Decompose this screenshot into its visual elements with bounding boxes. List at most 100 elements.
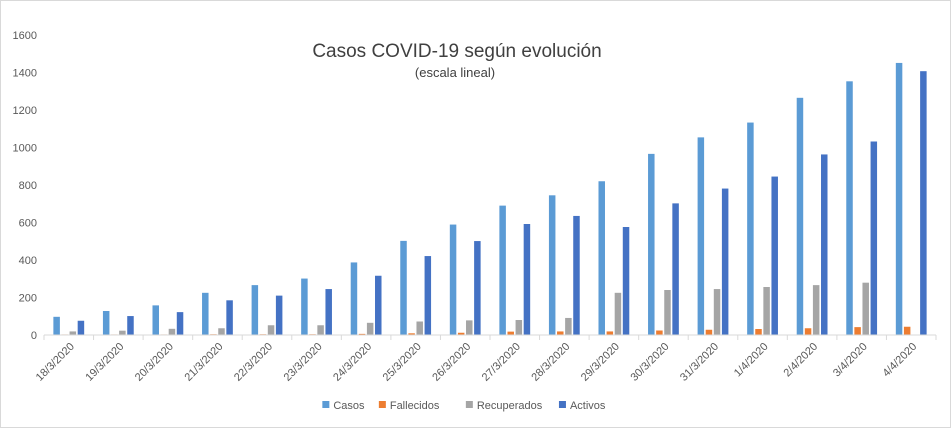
bar-activos	[127, 316, 134, 335]
x-axis: 18/3/2020 19/3/2020 20/3/2020 21/3/2020 22/3…	[34, 334, 937, 384]
bar-activos	[573, 215, 580, 335]
bar-recuperados	[614, 292, 622, 335]
chart-title: Casos COVID-19 según evolución	[312, 41, 601, 62]
bars	[53, 62, 927, 335]
x-tick-label: 29/3/2020	[579, 341, 622, 384]
y-tick-label: 600	[19, 218, 37, 230]
y-tick-label: 1200	[13, 105, 37, 117]
y-tick-label: 200	[19, 293, 37, 305]
bar-casos	[747, 122, 754, 335]
x-tick-label: 28/3/2020	[529, 341, 572, 384]
bar-casos	[400, 240, 407, 335]
legend-item-activos: Activos	[558, 400, 606, 412]
bar-casos	[251, 285, 259, 335]
x-tick-label: 2/4/2020	[781, 341, 820, 380]
bar-activos	[176, 312, 184, 335]
bar-activos	[721, 188, 729, 335]
y-tick-label: 0	[31, 330, 37, 342]
bar-fallecidos	[903, 326, 911, 335]
y-axis: 0 200 400 600 800 1000 1200 1400 1600	[13, 30, 37, 342]
legend-item-casos: Casos	[322, 400, 365, 412]
bar-activos	[523, 224, 531, 335]
legend-label: Recuperados	[477, 400, 543, 412]
bar-recuperados	[664, 290, 671, 335]
bar-recuperados	[812, 285, 820, 335]
x-tick-label: 20/3/2020	[133, 341, 176, 384]
x-tick-label: 1/4/2020	[732, 341, 771, 380]
bar-casos	[648, 153, 655, 335]
legend-label: Fallecidos	[390, 400, 440, 412]
x-tick-label: 3/4/2020	[831, 341, 870, 380]
bar-recuperados	[466, 320, 473, 335]
bar-casos	[796, 97, 804, 335]
bar-activos	[375, 275, 382, 335]
bar-activos	[325, 289, 332, 335]
legend-swatch	[465, 401, 473, 408]
bar-fallecidos	[705, 329, 713, 335]
bar-activos	[920, 71, 927, 335]
legend-swatch	[558, 401, 566, 408]
bar-activos	[870, 141, 878, 335]
bar-recuperados	[317, 325, 324, 335]
x-tick-label: 21/3/2020	[182, 341, 225, 384]
bar-casos	[202, 292, 209, 335]
legend-label: Activos	[570, 400, 606, 412]
bar-recuperados	[515, 320, 523, 335]
x-tick-label: 26/3/2020	[430, 341, 473, 384]
bar-casos	[548, 195, 556, 335]
bar-fallecidos	[557, 331, 564, 335]
bar-activos	[771, 176, 778, 335]
bar-fallecidos	[804, 328, 812, 335]
legend-item-recuperados: Recuperados	[465, 400, 543, 412]
x-tick-label: 18/3/2020	[34, 341, 77, 384]
bar-activos	[622, 227, 630, 335]
bar-recuperados	[69, 331, 77, 335]
bar-casos	[499, 205, 506, 335]
x-tick-label: 24/3/2020	[331, 341, 374, 384]
bar-fallecidos	[755, 329, 762, 335]
bar-casos	[152, 305, 159, 335]
bar-recuperados	[366, 322, 374, 335]
bar-fallecidos	[656, 330, 663, 335]
bar-casos	[449, 224, 457, 335]
bar-activos	[77, 320, 85, 335]
chart-subtitle: (escala lineal)	[415, 65, 495, 80]
bar-activos	[672, 203, 679, 335]
bar-casos	[895, 62, 903, 335]
bar-activos	[275, 295, 283, 335]
legend-label: Casos	[333, 400, 365, 412]
y-tick-label: 1000	[13, 143, 37, 155]
y-tick-label: 400	[19, 255, 37, 267]
bar-casos	[301, 278, 308, 335]
bar-activos	[226, 300, 233, 335]
bar-fallecidos	[854, 327, 861, 335]
legend-item-fallecidos: Fallecidos	[378, 400, 440, 412]
x-tick-label: 23/3/2020	[282, 341, 325, 384]
legend-swatch	[322, 401, 330, 408]
bar-casos	[697, 137, 705, 335]
bar-fallecidos	[457, 332, 465, 335]
bar-fallecidos	[408, 333, 415, 335]
legend-swatch	[378, 401, 386, 408]
x-tick-label: 27/3/2020	[480, 341, 523, 384]
bar-fallecidos	[507, 331, 514, 335]
y-tick-label: 1400	[13, 68, 37, 80]
x-tick-label: 25/3/2020	[381, 341, 424, 384]
bar-casos	[350, 262, 358, 335]
bar-recuperados	[218, 328, 225, 335]
bar-activos	[474, 241, 481, 335]
bar-recuperados	[168, 328, 176, 335]
legend: Casos Fallecidos Recuperados Activos	[322, 400, 606, 412]
x-tick-label: 19/3/2020	[83, 341, 126, 384]
x-tick-label: 22/3/2020	[232, 341, 275, 384]
x-tick-label: 4/4/2020	[881, 341, 920, 380]
y-tick-label: 800	[19, 180, 37, 192]
y-tick-label: 1600	[13, 30, 37, 42]
bar-recuperados	[119, 330, 126, 335]
bar-fallecidos	[606, 331, 614, 335]
bar-activos	[424, 256, 432, 335]
x-tick-label: 30/3/2020	[628, 341, 671, 384]
bar-recuperados	[763, 287, 770, 335]
